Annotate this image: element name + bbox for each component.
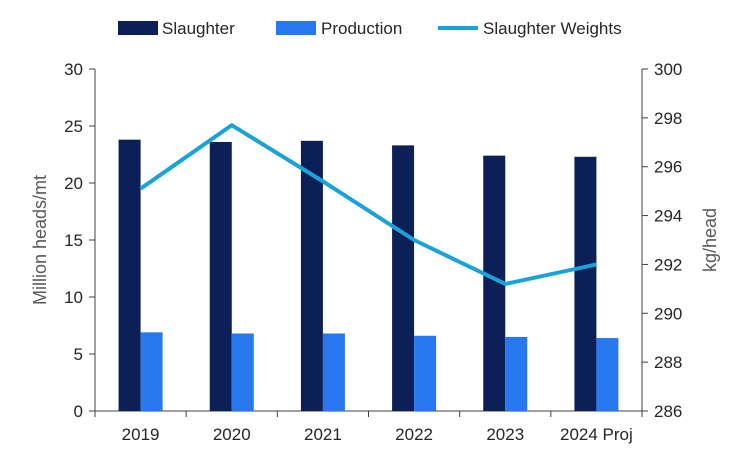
- legend-swatch-production: [276, 21, 316, 35]
- y-left-tick-label: 5: [74, 345, 83, 364]
- bar-slaughter: [574, 156, 597, 411]
- bar-production: [231, 333, 254, 411]
- bar-production: [505, 336, 528, 411]
- bar-slaughter: [392, 145, 415, 411]
- line-slaughter-weights: [139, 123, 597, 286]
- legend: Slaughter Production Slaughter Weights: [118, 19, 622, 38]
- x-tick-label: 2021: [304, 425, 342, 444]
- y-left-tick-label: 0: [74, 402, 83, 421]
- bar-production: [414, 335, 437, 411]
- y-right-tick-label: 294: [654, 207, 682, 226]
- y-left-tick-label: 10: [64, 288, 83, 307]
- bar-slaughter: [483, 155, 506, 411]
- bar-production: [596, 338, 619, 411]
- bars: [118, 139, 619, 411]
- legend-label-slaughter: Slaughter: [162, 19, 235, 38]
- x-tick-label: 2024 Proj: [560, 425, 633, 444]
- legend-label-production: Production: [321, 19, 402, 38]
- bar-slaughter: [300, 140, 323, 411]
- legend-label-slaughter-weights: Slaughter Weights: [483, 19, 622, 38]
- x-tick-label: 2020: [213, 425, 251, 444]
- y-right-tick-label: 286: [654, 402, 682, 421]
- bar-production: [322, 333, 345, 411]
- y-left-tick-label: 20: [64, 174, 83, 193]
- x-tick-label: 2022: [395, 425, 433, 444]
- x-tick-label: 2023: [486, 425, 524, 444]
- bar-production: [140, 332, 163, 411]
- axes: 0 5 10 15 20 25 30 286 288 290 292 294 296 298 300 2019…: [64, 60, 682, 444]
- y-right-tick-label: 298: [654, 109, 682, 128]
- y-left-axis-title: Million heads/mt: [30, 175, 50, 305]
- y-right-tick-label: 300: [654, 60, 682, 79]
- x-tick-label: 2019: [122, 425, 160, 444]
- bar-slaughter: [209, 141, 232, 411]
- y-right-axis-title: kg/head: [700, 208, 720, 272]
- legend-swatch-slaughter: [118, 21, 158, 35]
- y-right-tick-label: 292: [654, 255, 682, 274]
- y-right-tick-label: 296: [654, 158, 682, 177]
- y-left-tick-label: 25: [64, 117, 83, 136]
- bar-slaughter: [118, 139, 141, 411]
- y-left-tick-label: 30: [64, 60, 83, 79]
- y-right-tick-label: 290: [654, 304, 682, 323]
- y-right-tick-label: 288: [654, 353, 682, 372]
- line-layer: [139, 123, 597, 286]
- y-left-tick-label: 15: [64, 231, 83, 250]
